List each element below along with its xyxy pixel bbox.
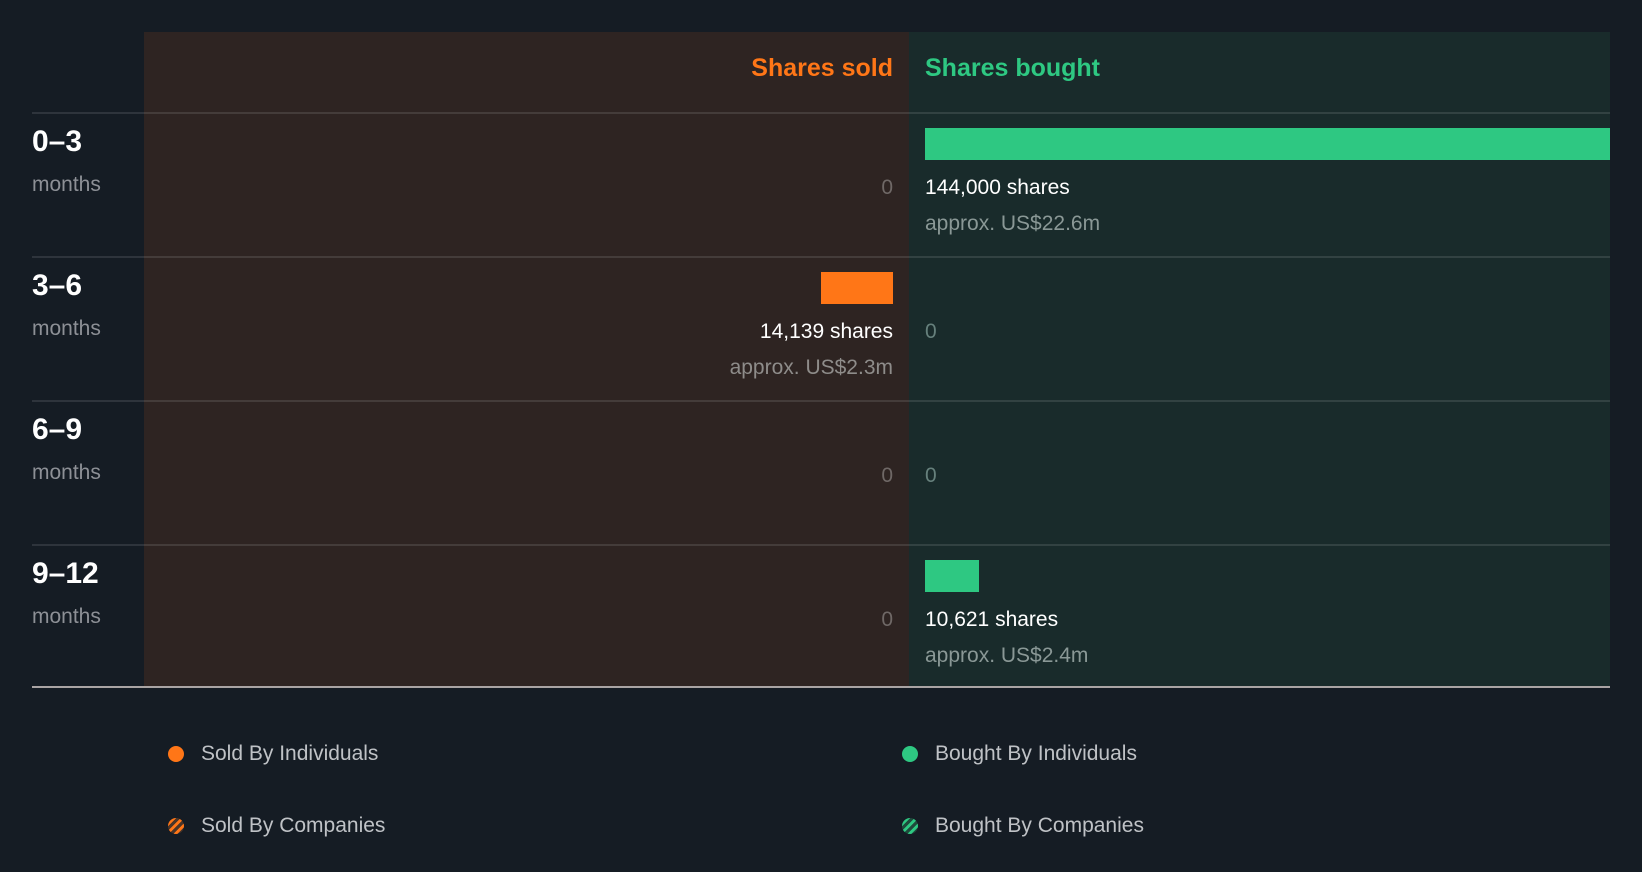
green-striped-dot-icon — [902, 818, 918, 834]
bought-value: 0 — [925, 320, 937, 343]
sold-value: 0 — [881, 464, 893, 487]
period-label: 0–3 — [32, 125, 83, 158]
period-label: 9–12 — [32, 557, 99, 590]
legend-label: Bought By Individuals — [935, 742, 1137, 765]
bought-value: 10,621 shares — [925, 608, 1059, 631]
period-unit: months — [32, 605, 101, 628]
row-divider — [32, 112, 1610, 114]
period-row: 6–9 months 0 0 — [0, 401, 1642, 545]
chart-baseline — [32, 686, 1610, 688]
legend-label: Sold By Individuals — [201, 742, 379, 765]
sold-panel — [144, 32, 909, 687]
legend-bought-companies[interactable]: Bought By Companies — [902, 814, 1144, 838]
legend-label: Sold By Companies — [201, 814, 386, 837]
row-divider — [32, 256, 1610, 258]
period-row: 9–12 months 0 10,621 shares approx. US$2… — [0, 545, 1642, 689]
bought-approx-value: approx. US$22.6m — [925, 212, 1101, 235]
legend-sold-individuals[interactable]: Sold By Individuals — [168, 742, 378, 766]
bought-value: 144,000 shares — [925, 176, 1070, 199]
orange-striped-dot-icon — [168, 818, 184, 834]
legend-sold-companies[interactable]: Sold By Companies — [168, 814, 385, 838]
bought-value: 0 — [925, 464, 937, 487]
row-divider — [32, 544, 1610, 546]
period-row: 0–3 months 0 144,000 shares approx. US$2… — [0, 113, 1642, 257]
period-unit: months — [32, 173, 101, 196]
bought-bar[interactable] — [925, 128, 1610, 160]
legend-bought-individuals[interactable]: Bought By Individuals — [902, 742, 1137, 766]
orange-dot-icon — [168, 746, 184, 762]
shares-sold-header: Shares sold — [751, 54, 893, 82]
bought-bar[interactable] — [925, 560, 979, 592]
period-row: 3–6 months 14,139 shares approx. US$2.3m… — [0, 257, 1642, 401]
period-label: 6–9 — [32, 413, 83, 446]
green-dot-icon — [902, 746, 918, 762]
sold-bar[interactable] — [821, 272, 893, 304]
sold-value: 0 — [881, 176, 893, 199]
period-unit: months — [32, 317, 101, 340]
period-label: 3–6 — [32, 269, 83, 302]
shares-bought-header: Shares bought — [925, 54, 1101, 82]
sold-approx-value: approx. US$2.3m — [729, 356, 893, 379]
sold-value: 0 — [881, 608, 893, 631]
row-divider — [32, 400, 1610, 402]
sold-value: 14,139 shares — [759, 320, 893, 343]
period-unit: months — [32, 461, 101, 484]
legend-label: Bought By Companies — [935, 814, 1144, 837]
bought-approx-value: approx. US$2.4m — [925, 644, 1089, 667]
